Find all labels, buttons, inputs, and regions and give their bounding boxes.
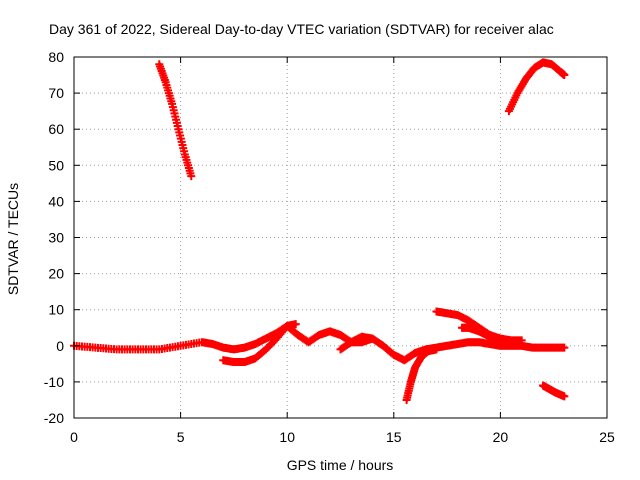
series-arc-3 [504,58,569,116]
y-tick-label: -10 [44,374,64,390]
chart-title: Day 361 of 2022, Sidereal Day-to-day VTE… [49,21,554,37]
series-arc-2 [155,60,196,181]
series-arc-4 [219,320,300,367]
data-point [368,334,377,343]
data-point [496,336,505,345]
data-points [70,58,569,404]
series-arc-8 [458,323,505,345]
y-tick-label: -20 [44,410,64,426]
y-tick-label: 30 [48,230,64,246]
y-tick-label: 70 [48,85,64,101]
series-arc-5 [336,332,377,354]
series-arc-9 [539,381,569,401]
y-tick-label: 60 [48,121,64,137]
data-point [517,336,526,345]
data-point [560,71,569,80]
x-tick-label: 15 [386,429,402,445]
x-tick-label: 0 [70,429,78,445]
x-tick-label: 5 [177,429,185,445]
data-point [432,345,441,354]
series-arc-6 [402,345,441,404]
data-point [291,320,300,329]
x-axis-label: GPS time / hours [287,457,394,473]
series-arc-1 [70,321,569,365]
data-point [187,172,196,181]
data-point [560,392,569,401]
y-axis-label: SDTVAR / TECUs [5,183,21,295]
y-tick-label: 10 [48,302,64,318]
x-tick-label: 25 [599,429,615,445]
y-tick-label: 0 [56,338,64,354]
y-tick-label: 40 [48,193,64,209]
axis-ticks: 0 5 10 15 20 25 -20 -10 0 10 20 30 40 50 60 70 80 [44,49,615,445]
y-tick-label: 20 [48,266,64,282]
y-tick-label: 50 [48,157,64,173]
data-point [560,343,569,352]
y-tick-label: 80 [48,49,64,65]
x-tick-label: 10 [279,429,295,445]
x-tick-label: 20 [493,429,509,445]
